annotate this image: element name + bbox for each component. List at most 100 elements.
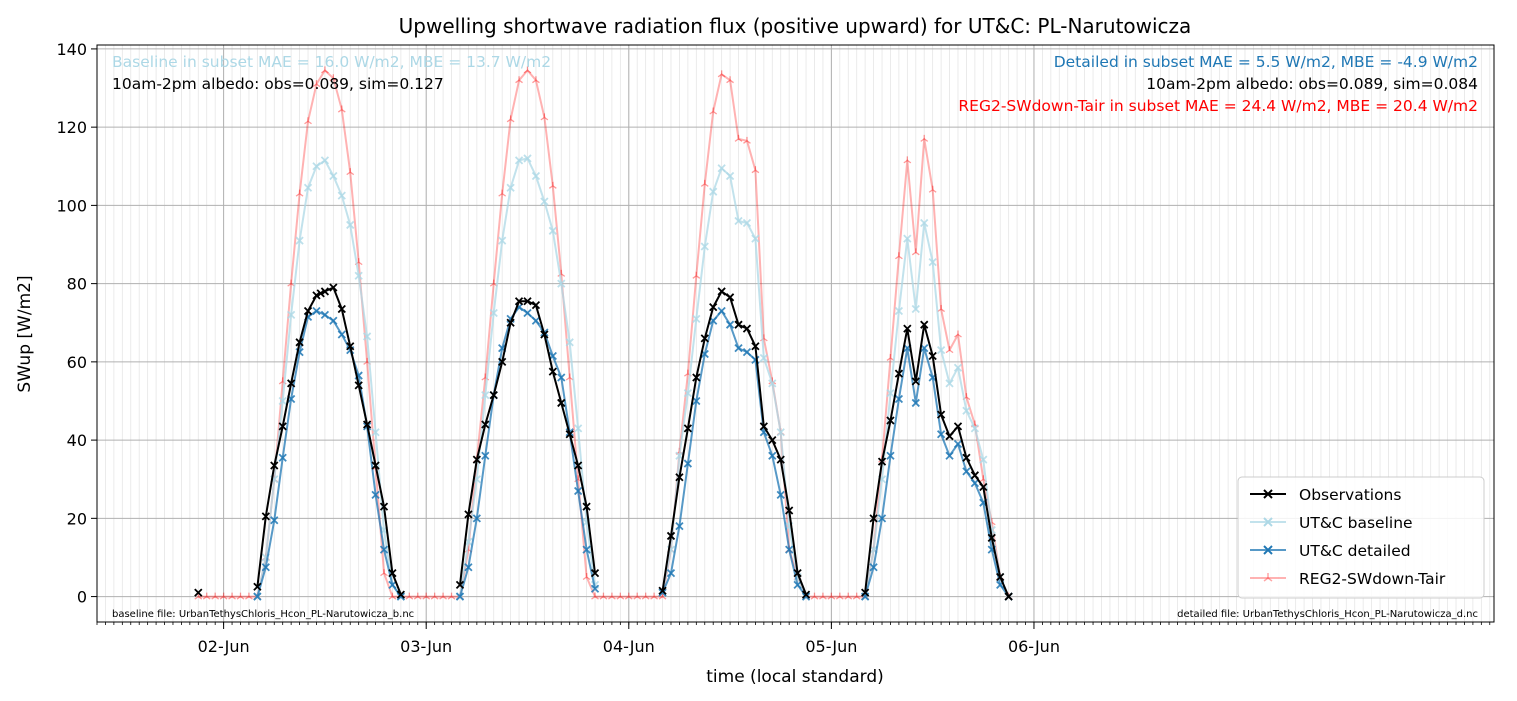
data-point-reg2	[515, 76, 523, 84]
data-point-obs	[540, 330, 549, 339]
y-tick-label: 120	[56, 118, 87, 137]
baseline-albedo-text: 10am-2pm albedo: obs=0.089, sim=0.127	[112, 75, 444, 93]
data-point-reg2	[388, 592, 397, 600]
data-point-obs	[962, 453, 971, 462]
y-axis-label: SWup [W/m2]	[15, 275, 35, 392]
data-point-reg2	[202, 592, 211, 600]
data-point-obs	[194, 588, 203, 597]
data-point-obs	[455, 580, 465, 589]
data-point-baseline	[936, 345, 946, 355]
x-axis-label: time (local standard)	[706, 667, 884, 687]
series-line-detailed	[864, 347, 1010, 598]
data-point-reg2	[903, 156, 912, 164]
data-point-detailed	[464, 563, 473, 572]
data-point-obs	[316, 289, 325, 298]
data-point-obs	[658, 586, 667, 595]
data-point-detailed	[574, 486, 583, 496]
data-point-obs	[936, 410, 946, 419]
data-point-obs	[717, 287, 726, 296]
series-line-detailed	[661, 310, 807, 598]
y-tick-label: 60	[67, 353, 87, 372]
data-point-obs	[709, 302, 718, 312]
y-tick-label: 140	[56, 40, 87, 59]
series-line-baseline	[661, 167, 808, 597]
data-point-detailed	[557, 373, 566, 382]
data-point-reg2	[591, 592, 599, 600]
data-point-baseline	[303, 183, 313, 192]
data-point-baseline	[287, 310, 296, 320]
data-point-reg2	[582, 573, 591, 581]
y-axis: 0 20 40 60 80 100 120 140	[56, 40, 97, 607]
data-point-reg2	[734, 134, 743, 142]
data-point-reg2	[717, 70, 726, 78]
data-point-obs	[953, 422, 963, 431]
data-point-baseline	[514, 156, 524, 165]
data-point-baseline	[894, 306, 904, 316]
data-point-reg2	[405, 592, 414, 600]
data-point-detailed	[869, 563, 878, 572]
data-point-baseline	[759, 353, 768, 363]
data-point-baseline	[886, 389, 895, 398]
data-point-baseline	[548, 226, 557, 235]
detailed-albedo-text: 10am-2pm albedo: obs=0.089, sim=0.084	[1146, 75, 1478, 93]
legend-entry-detailed: UT&C detailed	[1250, 542, 1411, 560]
data-point-reg2	[810, 592, 819, 600]
y-tick-label: 40	[67, 431, 87, 450]
data-point-obs	[793, 568, 802, 578]
data-point-baseline	[312, 162, 321, 171]
data-point-baseline	[776, 428, 785, 437]
data-point-detailed	[261, 563, 270, 572]
data-point-baseline	[911, 304, 920, 314]
data-point-obs	[751, 342, 760, 351]
data-point-obs	[354, 381, 363, 390]
data-point-detailed	[886, 451, 895, 460]
data-point-obs	[371, 461, 380, 470]
x-tick-label: 02-Jun	[198, 637, 250, 656]
data-point-detailed	[768, 451, 777, 460]
data-point-baseline	[920, 218, 929, 228]
legend-marker-observations	[1263, 489, 1273, 499]
detailed-metrics-text: Detailed in subset MAE = 5.5 W/m2, MBE =…	[1054, 53, 1478, 71]
data-point-reg2	[945, 346, 954, 354]
data-point-obs	[472, 455, 481, 464]
major-grid	[97, 45, 1494, 622]
data-point-obs	[270, 461, 279, 470]
data-point-obs	[700, 334, 709, 343]
data-point-detailed	[523, 308, 532, 318]
data-point-obs	[996, 572, 1005, 582]
data-point-baseline	[953, 363, 963, 372]
data-point-obs	[675, 473, 684, 482]
data-point-obs	[970, 471, 980, 480]
data-point-obs	[261, 512, 270, 521]
data-point-detailed	[877, 514, 887, 523]
legend-marker-detailed	[1263, 545, 1273, 555]
legend: Observations UT&C baseline UT&C detailed…	[1237, 476, 1485, 599]
data-point-reg2	[295, 189, 304, 197]
data-point-baseline	[742, 218, 752, 228]
data-point-obs	[768, 435, 777, 445]
legend-label-observations: Observations	[1299, 486, 1401, 504]
data-point-reg2	[219, 592, 228, 600]
data-point-reg2	[852, 592, 861, 600]
data-point-detailed	[785, 545, 794, 554]
data-point-baseline	[903, 234, 912, 243]
data-point-reg2	[532, 76, 540, 84]
series-line-baseline	[256, 159, 402, 598]
data-point-reg2	[337, 105, 346, 113]
data-point-obs	[590, 568, 600, 578]
data-point-detailed	[396, 592, 406, 601]
data-point-detailed	[379, 545, 389, 554]
legend-entry-reg2: REG2-SWdown-Tair	[1250, 570, 1446, 588]
x-tick-label: 04-Jun	[603, 637, 655, 656]
data-point-reg2	[920, 134, 929, 142]
data-point-detailed	[675, 522, 684, 531]
data-point-detailed	[531, 316, 541, 325]
data-point-detailed	[742, 347, 752, 357]
data-point-obs	[861, 588, 870, 597]
data-point-baseline	[734, 216, 743, 226]
data-point-reg2	[819, 592, 827, 600]
legend-marker-reg2	[1263, 573, 1273, 582]
data-point-obs	[725, 293, 735, 302]
data-point-detailed	[970, 478, 980, 488]
